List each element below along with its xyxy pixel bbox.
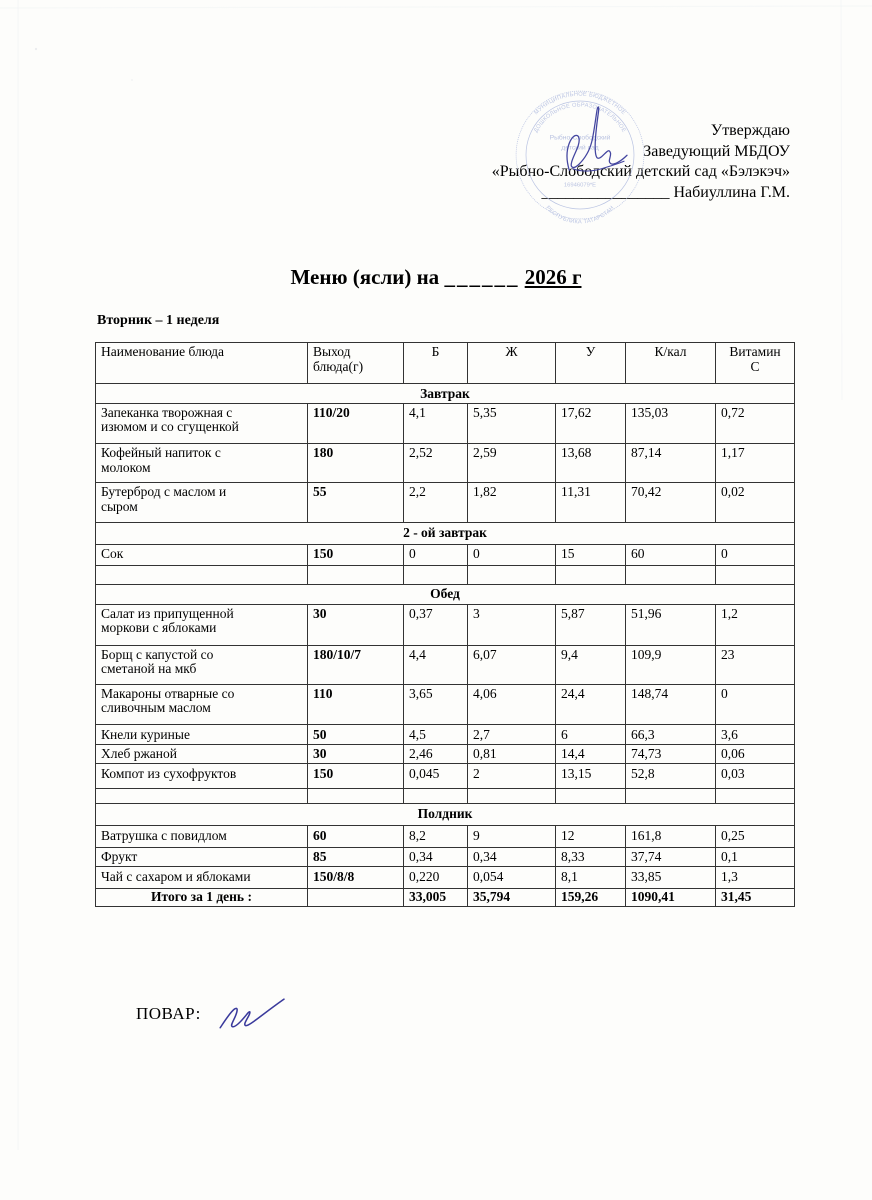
svg-text:РЕСПУБЛИКА ТАТАРСТАН: РЕСПУБЛИКА ТАТАРСТАН	[544, 205, 615, 225]
